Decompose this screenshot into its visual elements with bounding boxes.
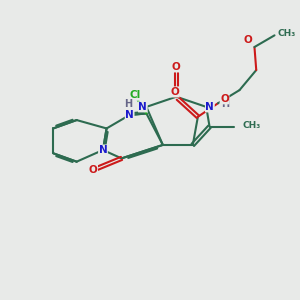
Text: H: H (221, 99, 229, 109)
Text: N: N (206, 102, 214, 112)
Text: N: N (138, 102, 147, 112)
Text: O: O (244, 35, 252, 45)
Text: Cl: Cl (129, 90, 140, 100)
Text: O: O (170, 87, 179, 97)
Text: O: O (220, 94, 229, 104)
Text: N: N (99, 145, 107, 155)
Text: O: O (172, 62, 181, 72)
Text: O: O (89, 165, 98, 175)
Text: H: H (124, 99, 132, 109)
Text: N: N (125, 110, 134, 120)
Text: CH₃: CH₃ (243, 121, 261, 130)
Text: CH₃: CH₃ (278, 29, 296, 38)
